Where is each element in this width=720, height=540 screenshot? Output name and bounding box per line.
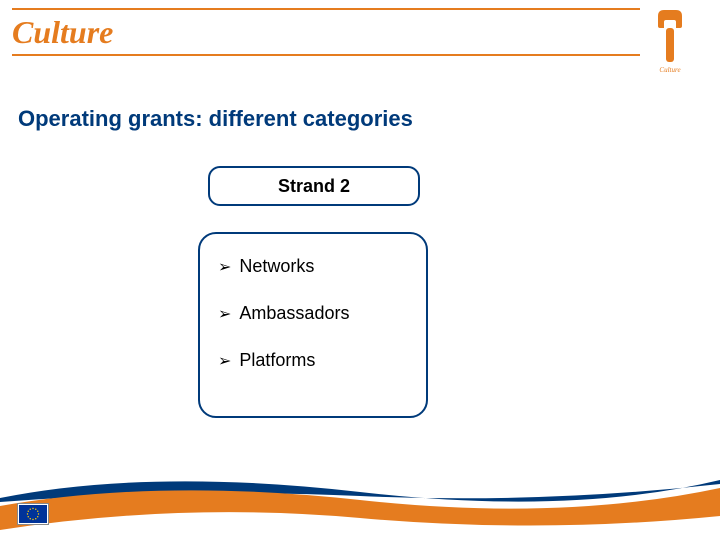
- corner-logo-label: Culture: [659, 66, 680, 74]
- list-item: ➢ Platforms: [218, 350, 408, 371]
- page-title: Operating grants: different categories: [18, 106, 413, 132]
- item-label: Platforms: [239, 350, 315, 371]
- footer-wave-decoration: [0, 460, 720, 540]
- strand-badge: Strand 2: [208, 166, 420, 206]
- header: Culture Culture: [0, 0, 720, 75]
- strand-label: Strand 2: [278, 176, 350, 197]
- brand-logo-text: Culture: [12, 14, 113, 51]
- header-divider-bottom: [12, 54, 640, 56]
- triangle-bullet-icon: ➢: [218, 257, 231, 277]
- item-label: Ambassadors: [239, 303, 349, 324]
- header-divider-top: [12, 8, 640, 10]
- eu-flag-icon: [18, 504, 48, 524]
- triangle-bullet-icon: ➢: [218, 351, 231, 371]
- list-item: ➢ Ambassadors: [218, 303, 408, 324]
- categories-box: ➢ Networks ➢ Ambassadors ➢ Platforms: [198, 232, 428, 418]
- culture-pillar-icon: Culture: [640, 8, 700, 78]
- item-label: Networks: [239, 256, 314, 277]
- triangle-bullet-icon: ➢: [218, 304, 231, 324]
- list-item: ➢ Networks: [218, 256, 408, 277]
